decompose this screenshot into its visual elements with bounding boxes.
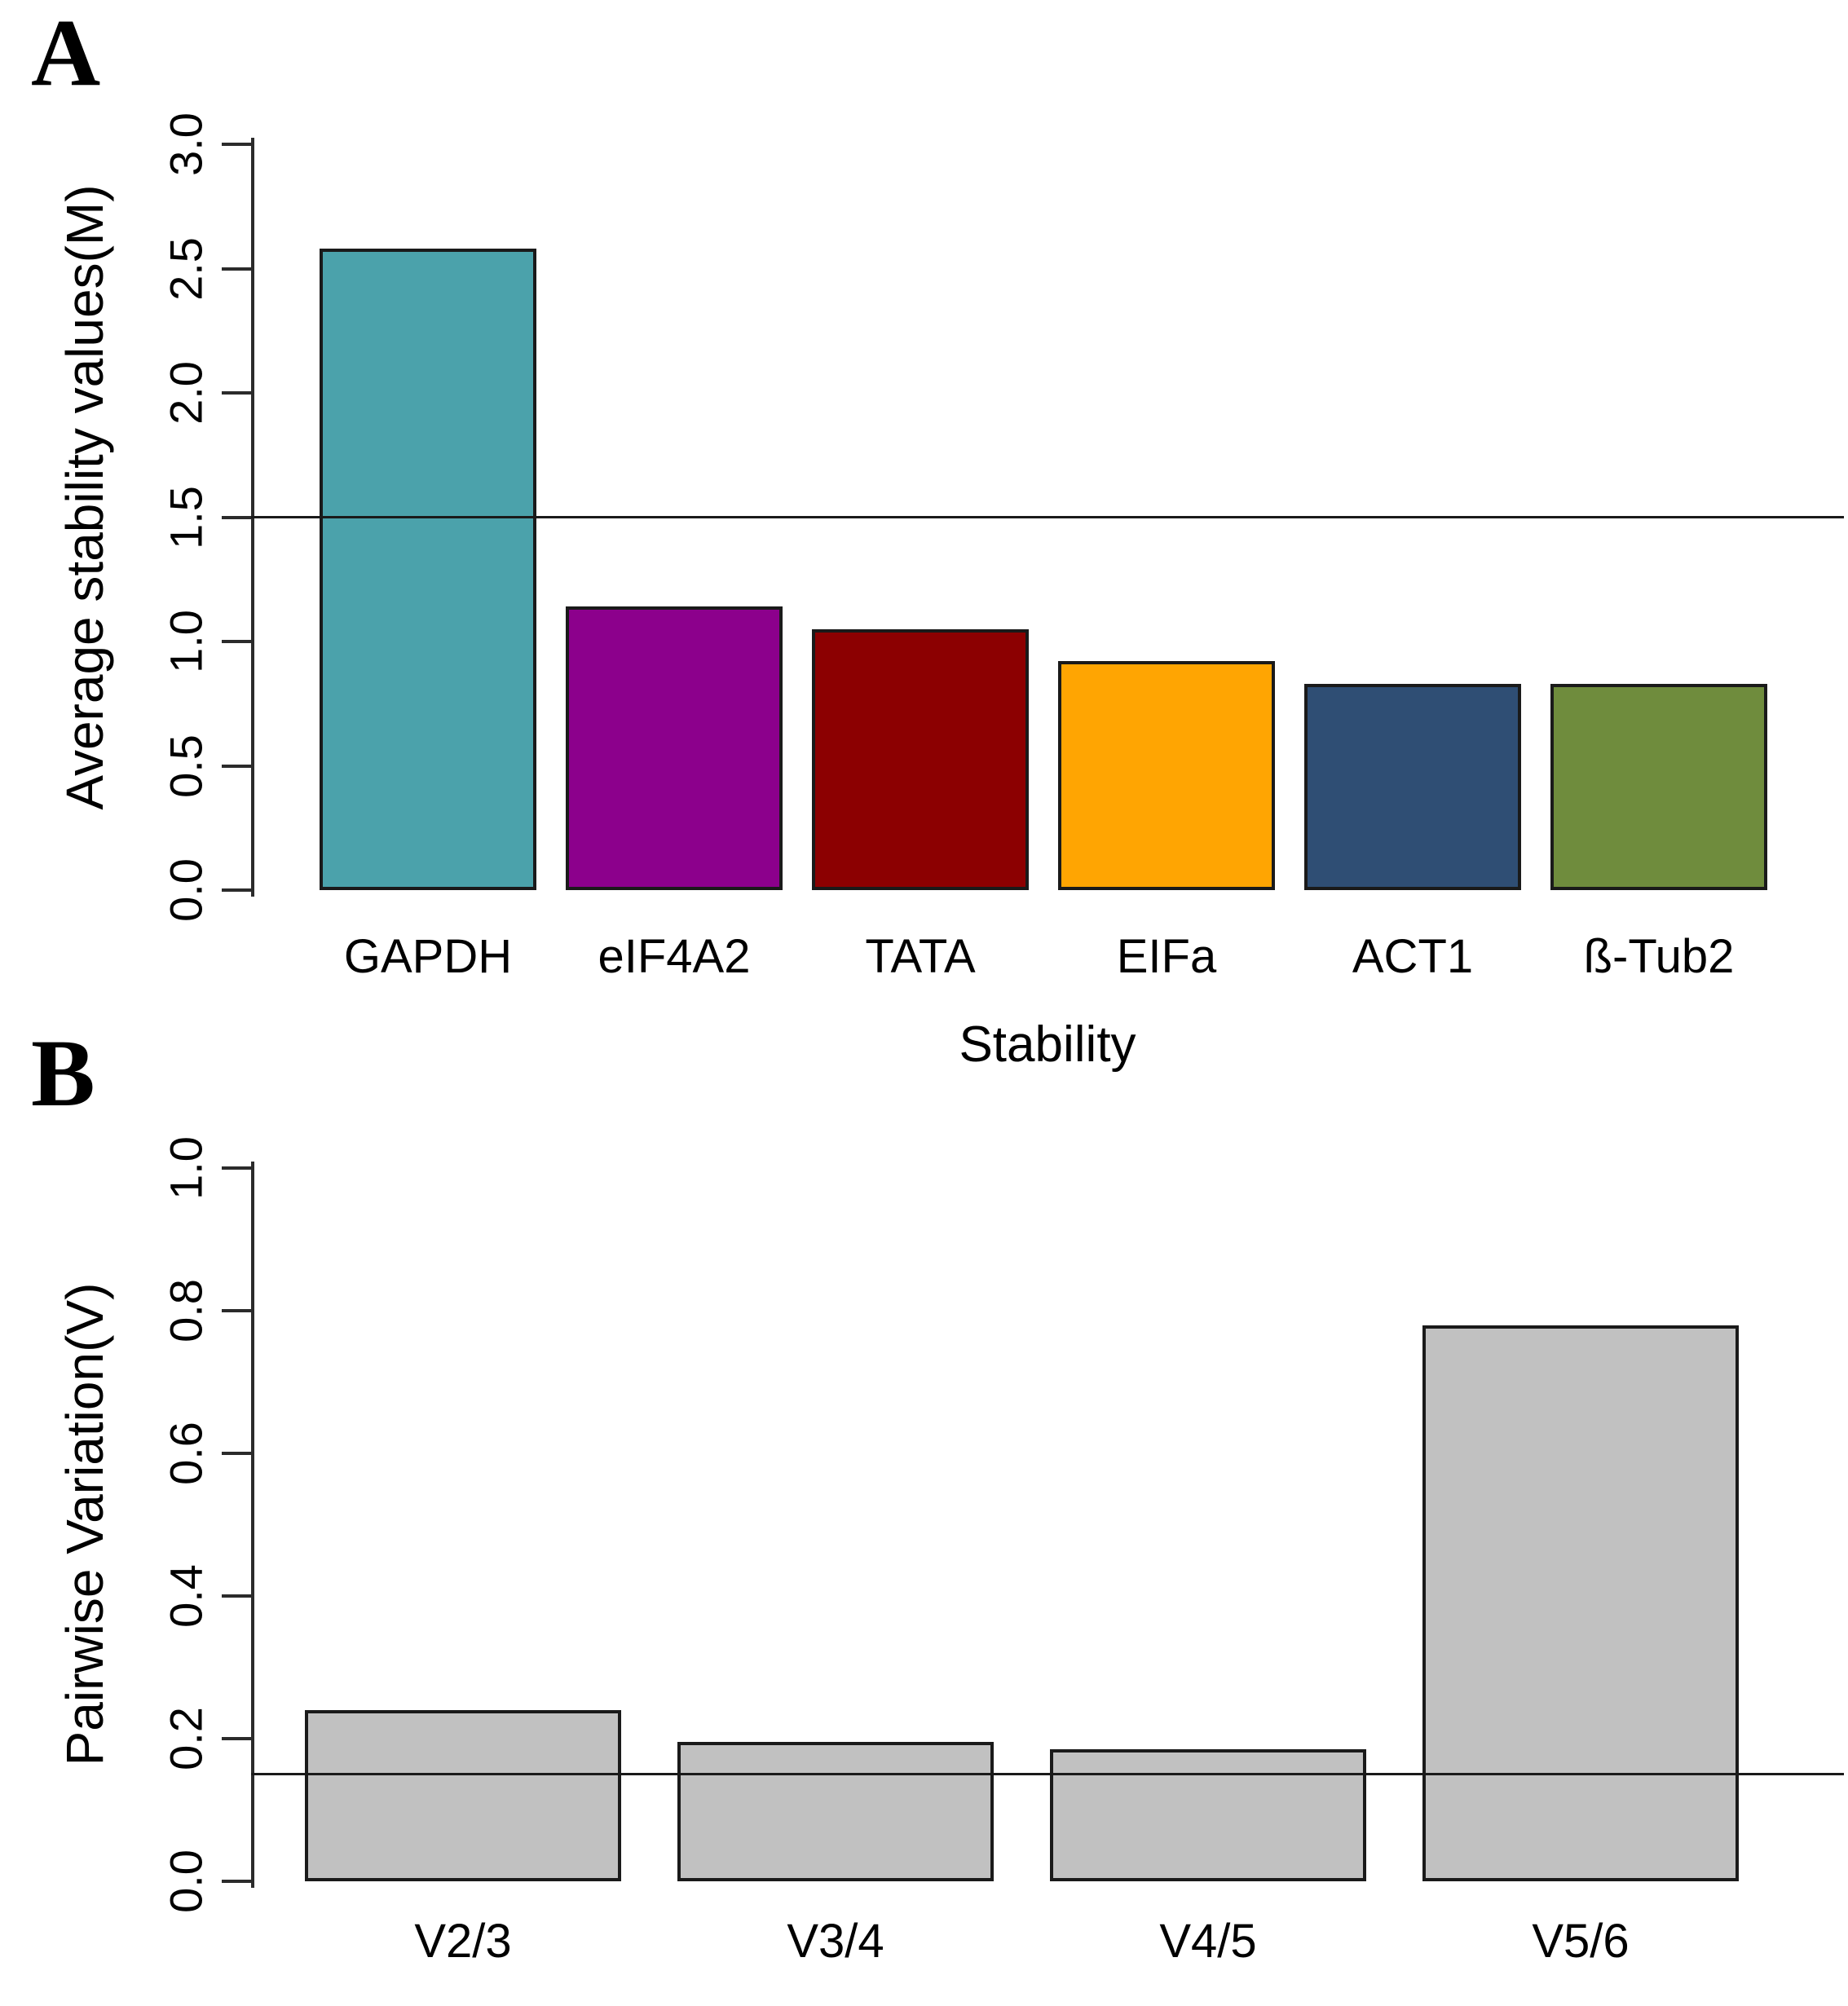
bar-GAPDH [320, 249, 536, 890]
y-tick-label: 0.8 [160, 1279, 212, 1342]
y-tick-mark [222, 1309, 251, 1312]
y-tick-label: 0.4 [160, 1564, 212, 1628]
bar-eIF4A2 [566, 606, 783, 890]
x-tick-label-V3/4: V3/4 [787, 1915, 884, 1968]
y-tick-label: 0.0 [160, 1849, 212, 1913]
x-tick-label-eIF4A2: eIF4A2 [598, 930, 751, 983]
y-tick-mark [222, 267, 251, 271]
y-tick-mark [222, 1166, 251, 1170]
panel-b-letter: B [31, 1020, 95, 1126]
threshold-line [251, 1773, 1844, 1776]
x-tick-label-V4/5: V4/5 [1159, 1915, 1257, 1968]
y-tick-mark [222, 888, 251, 892]
y-tick-label: 1.0 [160, 1136, 212, 1200]
bar-V3/4 [677, 1742, 994, 1881]
bar-TATA [812, 628, 1029, 890]
y-tick-mark [222, 1737, 251, 1740]
x-tick-label-ACT1: ACT1 [1352, 930, 1474, 983]
bar-ß-Tub2 [1550, 683, 1767, 890]
x-tick-label-V2/3: V2/3 [414, 1915, 512, 1968]
panel-b-y-axis-title: Pairwise Variation(V) [55, 1282, 114, 1766]
y-tick-label: 0.2 [160, 1707, 212, 1770]
y-tick-mark [222, 640, 251, 643]
y-tick-mark [222, 1594, 251, 1598]
y-tick-mark [222, 391, 251, 395]
bar-V4/5 [1050, 1749, 1366, 1881]
y-tick-mark [222, 515, 251, 519]
x-tick-label-TATA: TATA [865, 930, 976, 983]
x-tick-label-ß-Tub2: ß-Tub2 [1583, 930, 1735, 983]
bar-ACT1 [1304, 683, 1521, 890]
bar-EIFa [1058, 661, 1275, 890]
panel-a-x-axis-title: Stability [959, 1016, 1136, 1073]
threshold-line [251, 516, 1844, 518]
x-tick-label-GAPDH: GAPDH [343, 930, 513, 983]
y-tick-mark [222, 764, 251, 768]
x-tick-label-V5/6: V5/6 [1532, 1915, 1630, 1968]
y-axis-line [251, 1162, 254, 1888]
y-tick-mark [222, 143, 251, 146]
x-tick-label-EIFa: EIFa [1116, 930, 1217, 983]
y-tick-mark [222, 1452, 251, 1455]
bar-V2/3 [305, 1710, 621, 1881]
y-tick-mark [222, 1880, 251, 1883]
panel-a-letter: A [31, 0, 101, 106]
bar-V5/6 [1422, 1325, 1739, 1881]
y-tick-label: 0.6 [160, 1422, 212, 1485]
